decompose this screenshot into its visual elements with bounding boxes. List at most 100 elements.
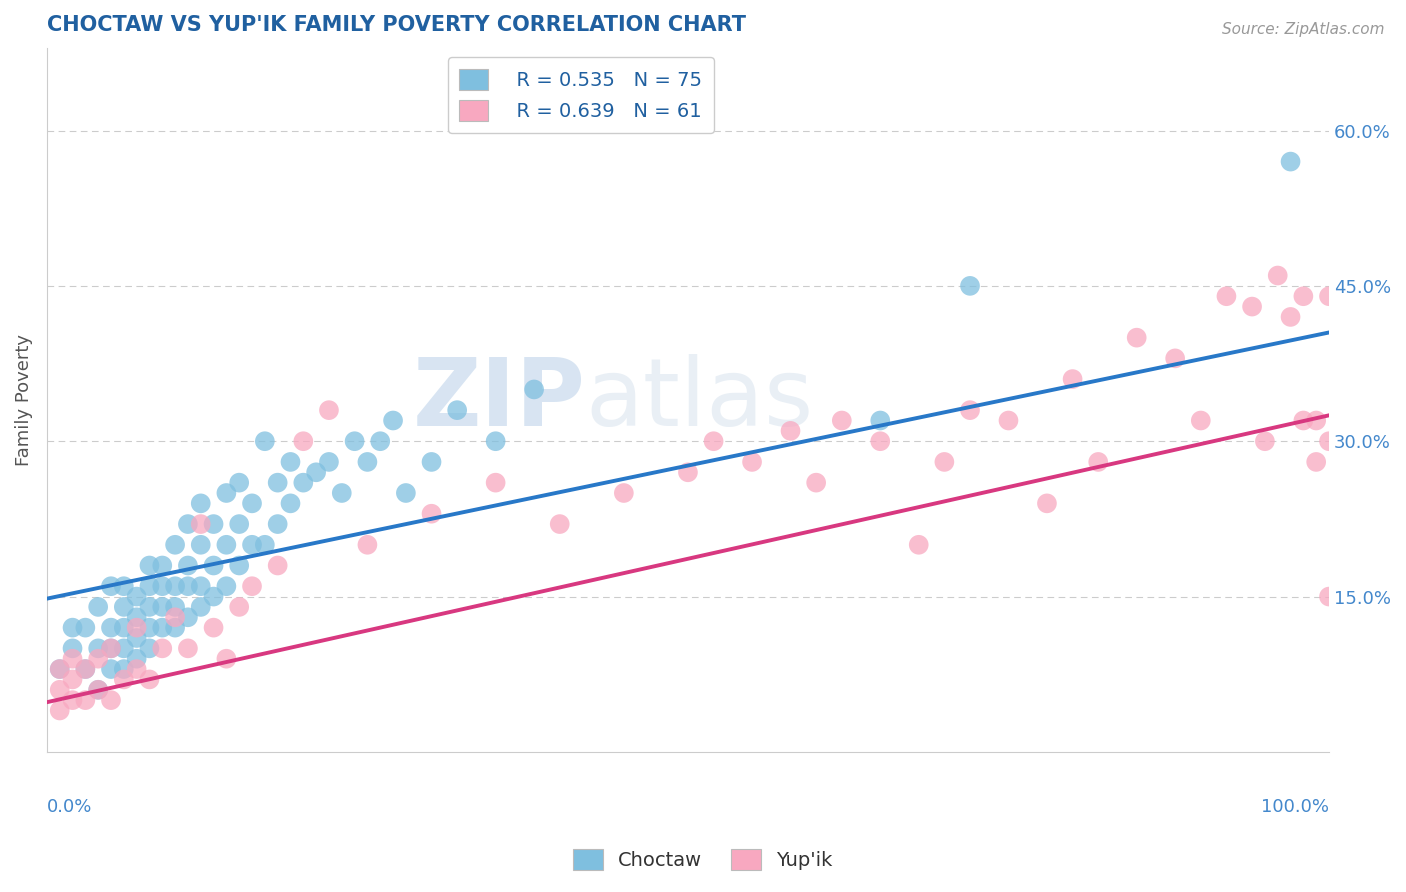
Point: [48, 662, 70, 676]
Point: [1215, 289, 1237, 303]
Point: [100, 641, 122, 656]
Point: [138, 641, 160, 656]
Point: [1189, 413, 1212, 427]
Point: [165, 538, 187, 552]
Point: [485, 475, 508, 490]
Point: [48, 704, 70, 718]
Text: Source: ZipAtlas.com: Source: ZipAtlas.com: [1222, 22, 1385, 37]
Point: [150, 558, 173, 573]
Point: [368, 434, 391, 449]
Point: [202, 517, 225, 532]
Point: [177, 517, 200, 532]
Point: [100, 641, 122, 656]
Point: [330, 486, 353, 500]
Point: [177, 558, 200, 573]
Point: [240, 538, 263, 552]
Point: [831, 413, 853, 427]
Point: [62, 651, 84, 665]
Point: [75, 662, 97, 676]
Point: [125, 662, 148, 676]
Point: [382, 413, 405, 427]
Point: [318, 403, 340, 417]
Point: [100, 621, 122, 635]
Point: [48, 662, 70, 676]
Point: [1317, 590, 1340, 604]
Point: [1164, 351, 1187, 366]
Point: [150, 599, 173, 614]
Point: [202, 590, 225, 604]
Point: [75, 662, 97, 676]
Point: [112, 599, 135, 614]
Point: [228, 599, 250, 614]
Point: [190, 579, 212, 593]
Point: [150, 641, 173, 656]
Point: [548, 517, 571, 532]
Point: [112, 641, 135, 656]
Point: [150, 621, 173, 635]
Point: [703, 434, 725, 449]
Point: [87, 641, 110, 656]
Point: [1267, 268, 1289, 283]
Point: [1241, 300, 1264, 314]
Point: [420, 507, 443, 521]
Point: [177, 610, 200, 624]
Point: [190, 496, 212, 510]
Point: [215, 486, 238, 500]
Point: [190, 538, 212, 552]
Point: [125, 610, 148, 624]
Point: [343, 434, 366, 449]
Point: [62, 641, 84, 656]
Point: [356, 455, 378, 469]
Point: [100, 693, 122, 707]
Point: [1292, 413, 1315, 427]
Point: [485, 434, 508, 449]
Point: [779, 424, 801, 438]
Point: [125, 631, 148, 645]
Point: [1305, 455, 1327, 469]
Point: [87, 651, 110, 665]
Point: [420, 455, 443, 469]
Point: [869, 413, 891, 427]
Point: [215, 538, 238, 552]
Point: [62, 673, 84, 687]
Point: [305, 465, 328, 479]
Point: [228, 558, 250, 573]
Point: [266, 475, 288, 490]
Point: [125, 590, 148, 604]
Point: [87, 682, 110, 697]
Point: [676, 465, 699, 479]
Point: [292, 475, 315, 490]
Point: [1279, 310, 1302, 324]
Point: [804, 475, 827, 490]
Legend: Choctaw, Yup'ik: Choctaw, Yup'ik: [565, 841, 841, 878]
Point: [266, 558, 288, 573]
Point: [202, 558, 225, 573]
Point: [112, 673, 135, 687]
Point: [177, 641, 200, 656]
Point: [62, 621, 84, 635]
Point: [240, 579, 263, 593]
Text: CHOCTAW VS YUP'IK FAMILY POVERTY CORRELATION CHART: CHOCTAW VS YUP'IK FAMILY POVERTY CORRELA…: [46, 15, 747, 35]
Point: [1317, 289, 1340, 303]
Point: [395, 486, 418, 500]
Point: [907, 538, 929, 552]
Point: [1254, 434, 1277, 449]
Point: [997, 413, 1019, 427]
Point: [741, 455, 763, 469]
Point: [112, 579, 135, 593]
Point: [165, 621, 187, 635]
Point: [202, 621, 225, 635]
Point: [165, 599, 187, 614]
Point: [87, 599, 110, 614]
Point: [138, 599, 160, 614]
Point: [446, 403, 468, 417]
Point: [523, 383, 546, 397]
Point: [215, 651, 238, 665]
Point: [112, 662, 135, 676]
Point: [48, 682, 70, 697]
Point: [177, 579, 200, 593]
Point: [869, 434, 891, 449]
Point: [112, 621, 135, 635]
Point: [138, 621, 160, 635]
Point: [138, 558, 160, 573]
